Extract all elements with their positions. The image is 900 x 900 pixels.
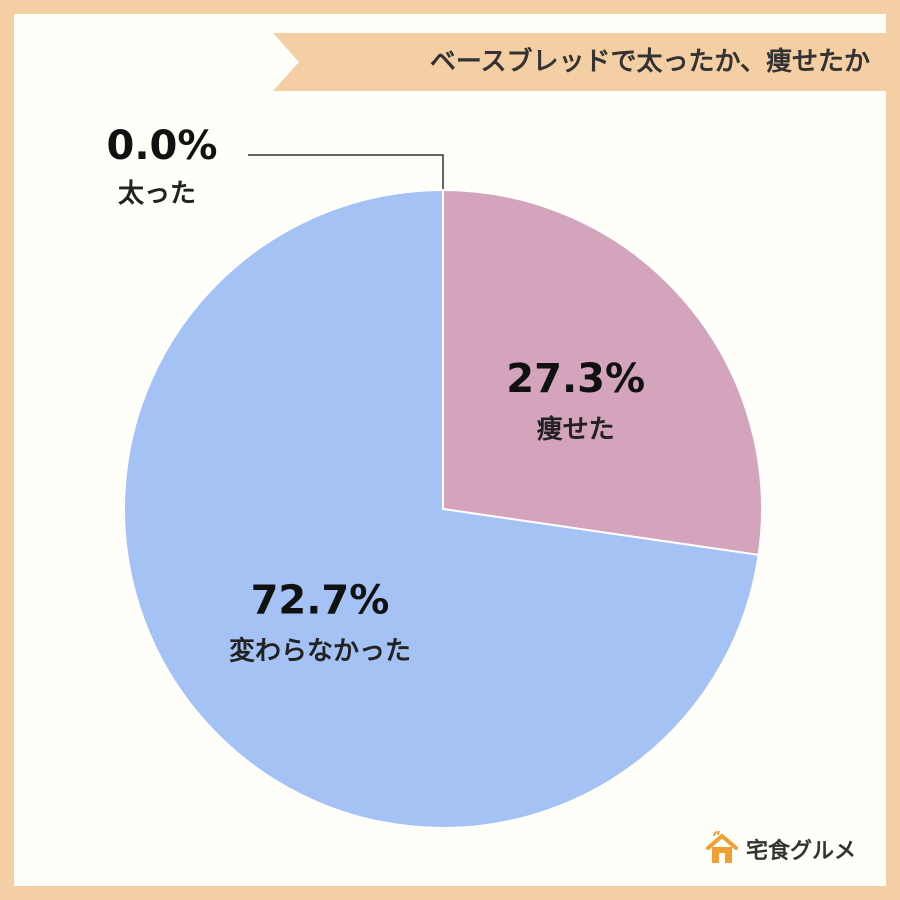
pie-slice-2 xyxy=(123,188,760,829)
brand-logo: 宅食グルメ xyxy=(704,825,856,873)
slice-2-value-label: 72.7% xyxy=(251,577,390,623)
slice-2-category-label: 変わらなかった xyxy=(229,635,411,666)
slice-0-value-label: 0.0% xyxy=(107,123,218,169)
title-ribbon xyxy=(273,33,886,91)
slice-1-value-label: 27.3% xyxy=(506,356,645,402)
chart-title: ベースブレッドで太ったか、痩せたか xyxy=(429,47,870,77)
slice-0-callout-line xyxy=(248,154,444,190)
pie-slice-1 xyxy=(442,188,763,557)
house-icon xyxy=(706,831,738,863)
slice-1-category-label: 痩せた xyxy=(537,414,615,445)
brand-name: 宅食グルメ xyxy=(746,839,857,864)
slice-0-category-label: 太った xyxy=(118,179,196,209)
